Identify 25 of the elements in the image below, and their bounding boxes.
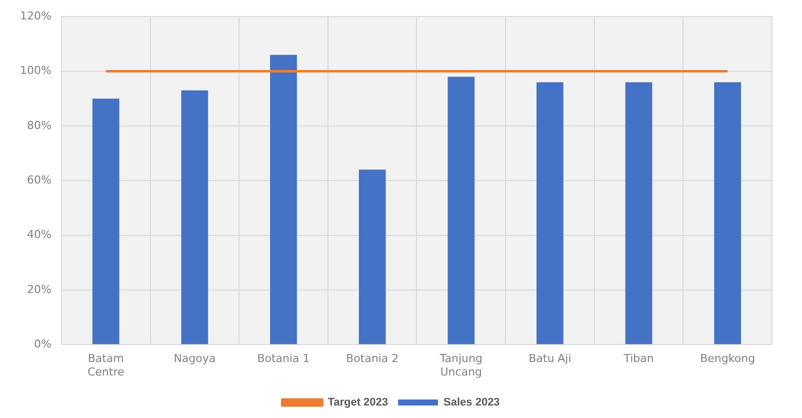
y-tick-label: 60% [26, 173, 52, 186]
y-tick-label: 20% [26, 282, 52, 296]
x-tick-label: Botania 1 [257, 352, 310, 366]
bar [714, 82, 742, 344]
x-tick-label: Tiban [622, 352, 654, 366]
y-tick-label: 40% [26, 228, 52, 242]
legend-label: Sales 2023 [444, 396, 500, 409]
y-tick-label: 120% [20, 9, 52, 22]
bar [358, 170, 386, 344]
x-tick-label: Batu Aji [528, 352, 572, 366]
x-tick-label: Botania 2 [346, 352, 399, 366]
x-tick-label: Nagoya [174, 352, 216, 366]
bar [625, 82, 652, 344]
legend-label: Target 2023 [328, 396, 388, 409]
y-tick-label: 80% [26, 118, 52, 132]
bar [270, 54, 297, 344]
x-tick-label: Bengkong [700, 352, 756, 366]
bar [448, 76, 475, 344]
x-tick-label: Tanjung Uncang [438, 352, 482, 378]
bar [92, 98, 120, 344]
bar [536, 82, 564, 344]
y-tick-label: 0% [34, 337, 52, 350]
y-tick-label: 100% [20, 64, 52, 78]
bar [181, 90, 208, 344]
x-tick-label: Batam Centre [87, 352, 124, 378]
